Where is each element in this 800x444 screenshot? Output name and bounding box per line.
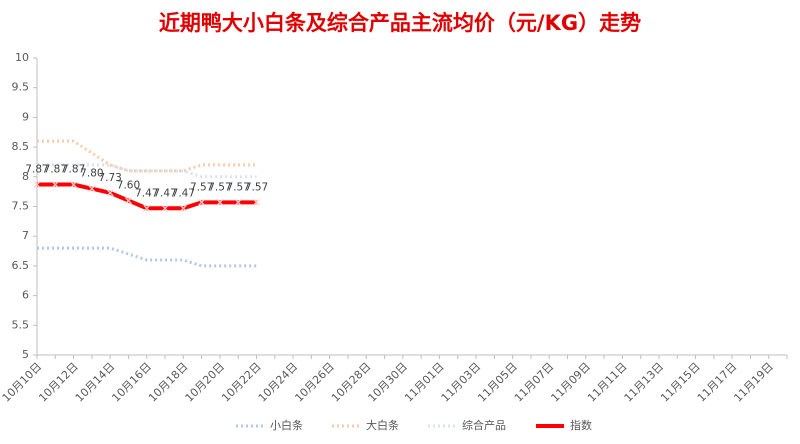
point-marker [179, 204, 187, 212]
point-marker [234, 198, 242, 206]
point-marker [33, 181, 41, 188]
series-line [37, 246, 257, 268]
y-tick-label: 6 [22, 289, 29, 302]
data-label: 7.57 [190, 181, 213, 193]
data-label: 7.47 [135, 187, 158, 199]
y-tick-label: 5.5 [12, 318, 30, 331]
data-label: 7.47 [153, 187, 176, 199]
data-label: 7.87 [25, 164, 48, 176]
point-marker [88, 185, 96, 193]
y-tick-label: 9.5 [12, 81, 30, 94]
point-marker [216, 198, 224, 206]
series-line [37, 163, 257, 179]
y-tick-label: 6.5 [12, 259, 30, 272]
point-marker [161, 204, 169, 212]
point-marker [70, 181, 78, 188]
legend-label: 大白条 [366, 418, 399, 432]
point-marker [106, 189, 114, 197]
series-line [37, 139, 257, 173]
data-label: 7.80 [80, 168, 103, 180]
legend-label: 指数 [570, 418, 592, 432]
chart-title: 近期鸭大小白条及综合产品主流均价（元/KG）走势 [159, 11, 641, 35]
data-label: 7.57 [245, 181, 268, 193]
point-marker [125, 197, 132, 204]
y-tick-label: 7 [22, 229, 29, 242]
y-tick-label: 8 [22, 170, 29, 183]
point-marker [51, 181, 59, 188]
point-marker [198, 198, 206, 206]
point-marker [143, 204, 151, 212]
y-tick-label: 8.5 [12, 140, 30, 153]
y-tick-label: 10 [15, 51, 29, 64]
data-label: 7.87 [44, 164, 67, 176]
y-tick-label: 7.5 [12, 200, 30, 213]
legend-label: 综合产品 [462, 418, 506, 432]
data-label: 7.57 [208, 181, 231, 193]
data-label: 7.73 [98, 172, 121, 184]
legend-label: 小白条 [270, 418, 303, 432]
y-tick-label: 5 [22, 348, 29, 361]
y-tick-label: 9 [22, 110, 29, 123]
data-label: 7.47 [172, 187, 195, 199]
data-label: 7.57 [227, 181, 250, 193]
data-label: 7.87 [62, 164, 85, 176]
data-label: 7.60 [117, 180, 140, 192]
point-marker [253, 198, 260, 206]
